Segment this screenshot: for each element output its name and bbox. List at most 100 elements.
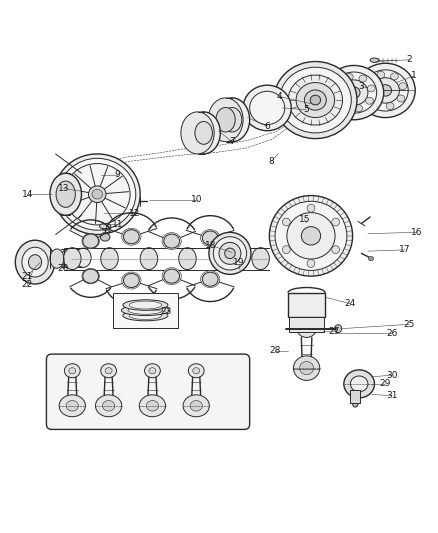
Bar <box>288 293 325 317</box>
Ellipse shape <box>213 237 247 270</box>
Ellipse shape <box>95 395 122 417</box>
Ellipse shape <box>356 63 415 118</box>
Ellipse shape <box>313 312 322 322</box>
Ellipse shape <box>372 101 380 108</box>
Text: 9: 9 <box>114 170 120 179</box>
Ellipse shape <box>283 246 290 254</box>
Ellipse shape <box>122 272 141 289</box>
Ellipse shape <box>146 400 159 411</box>
FancyBboxPatch shape <box>113 293 178 328</box>
Text: 12: 12 <box>129 208 141 217</box>
Ellipse shape <box>397 95 405 102</box>
Ellipse shape <box>88 186 106 203</box>
Ellipse shape <box>370 58 379 62</box>
Text: 25: 25 <box>404 320 415 329</box>
Ellipse shape <box>300 361 314 375</box>
Ellipse shape <box>225 248 235 259</box>
Ellipse shape <box>123 300 168 310</box>
Ellipse shape <box>353 401 358 407</box>
Ellipse shape <box>50 249 64 268</box>
Ellipse shape <box>364 91 372 98</box>
Text: 23: 23 <box>160 306 171 316</box>
Ellipse shape <box>386 102 394 110</box>
Ellipse shape <box>102 400 115 411</box>
Ellipse shape <box>332 218 339 226</box>
Ellipse shape <box>59 395 85 417</box>
Ellipse shape <box>83 234 99 248</box>
Ellipse shape <box>332 93 340 100</box>
Ellipse shape <box>296 324 308 333</box>
Ellipse shape <box>302 325 311 333</box>
Ellipse shape <box>208 98 243 142</box>
Ellipse shape <box>82 269 99 284</box>
Ellipse shape <box>217 248 234 270</box>
Text: 8: 8 <box>268 157 275 166</box>
Ellipse shape <box>123 310 168 321</box>
Ellipse shape <box>209 232 251 274</box>
Text: 1: 1 <box>411 71 417 80</box>
Ellipse shape <box>28 255 42 270</box>
Ellipse shape <box>279 67 351 133</box>
Text: 19: 19 <box>233 259 244 268</box>
Text: 31: 31 <box>386 391 398 400</box>
Ellipse shape <box>75 248 91 268</box>
Text: 20: 20 <box>58 264 69 273</box>
Ellipse shape <box>193 368 200 374</box>
Ellipse shape <box>390 73 399 80</box>
Text: 28: 28 <box>269 346 281 355</box>
Ellipse shape <box>64 248 81 270</box>
Ellipse shape <box>187 112 220 154</box>
Ellipse shape <box>344 370 374 398</box>
Ellipse shape <box>304 90 326 110</box>
Ellipse shape <box>164 269 180 283</box>
Ellipse shape <box>122 228 141 245</box>
Text: 22: 22 <box>21 280 33 289</box>
Ellipse shape <box>293 356 320 381</box>
Ellipse shape <box>359 75 367 82</box>
Text: 26: 26 <box>386 328 398 337</box>
Text: 21: 21 <box>21 272 33 281</box>
Ellipse shape <box>377 71 385 78</box>
Ellipse shape <box>201 230 220 246</box>
Ellipse shape <box>54 154 140 235</box>
Ellipse shape <box>301 227 321 245</box>
Ellipse shape <box>188 364 204 378</box>
Ellipse shape <box>69 368 76 374</box>
Bar <box>350 390 360 403</box>
Ellipse shape <box>128 306 163 314</box>
Ellipse shape <box>22 247 48 277</box>
Ellipse shape <box>223 108 242 132</box>
Ellipse shape <box>288 75 343 125</box>
Ellipse shape <box>307 260 315 268</box>
Ellipse shape <box>310 95 321 105</box>
Ellipse shape <box>243 85 291 131</box>
Ellipse shape <box>56 181 75 207</box>
Ellipse shape <box>202 231 218 245</box>
Ellipse shape <box>366 79 374 86</box>
Ellipse shape <box>61 249 74 266</box>
Text: 16: 16 <box>411 228 423 237</box>
Ellipse shape <box>371 78 399 103</box>
Ellipse shape <box>366 97 374 104</box>
Text: 27: 27 <box>328 327 339 336</box>
Ellipse shape <box>105 368 112 374</box>
Ellipse shape <box>334 81 342 88</box>
Ellipse shape <box>335 325 342 333</box>
FancyBboxPatch shape <box>46 354 250 430</box>
Ellipse shape <box>367 85 375 92</box>
Ellipse shape <box>64 164 130 225</box>
Ellipse shape <box>66 400 78 411</box>
Ellipse shape <box>83 269 99 283</box>
Text: 10: 10 <box>191 196 203 205</box>
Ellipse shape <box>183 395 209 417</box>
Text: 24: 24 <box>345 299 356 308</box>
Ellipse shape <box>252 248 269 270</box>
Ellipse shape <box>287 213 335 259</box>
Ellipse shape <box>340 80 368 106</box>
Ellipse shape <box>129 312 162 319</box>
Ellipse shape <box>99 223 111 229</box>
Ellipse shape <box>50 173 81 215</box>
Ellipse shape <box>202 272 218 286</box>
Ellipse shape <box>275 201 347 270</box>
Ellipse shape <box>291 312 300 322</box>
